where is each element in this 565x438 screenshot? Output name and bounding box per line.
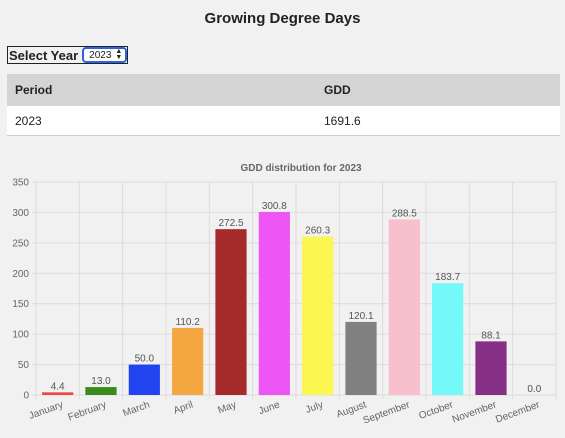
header-gdd: GDD — [316, 74, 560, 106]
bar-january — [42, 392, 74, 395]
cell-gdd: 1691.6 — [316, 106, 560, 136]
year-selector: Select Year 2023 ▲ ▼ — [7, 46, 129, 64]
y-tick-label: 250 — [12, 238, 29, 249]
year-select-label: Select Year — [9, 47, 79, 63]
y-tick-label: 0 — [23, 391, 29, 402]
data-label: 288.5 — [392, 208, 417, 219]
y-tick-label: 150 — [12, 299, 29, 310]
data-label: 272.5 — [218, 218, 243, 229]
y-tick-label: 350 — [12, 178, 29, 189]
y-tick-label: 100 — [12, 330, 29, 341]
year-select-value: 2023 — [89, 49, 112, 61]
data-label: 260.3 — [305, 226, 330, 237]
data-label: 300.8 — [262, 201, 287, 212]
table-row: 2023 1691.6 — [7, 106, 560, 136]
table-header-row: Period GDD — [7, 74, 560, 106]
x-tick-label: June — [257, 399, 282, 417]
y-tick-label: 200 — [12, 269, 29, 280]
header-period: Period — [7, 74, 316, 106]
bar-november — [475, 341, 507, 395]
data-label: 110.2 — [176, 317, 201, 328]
bar-may — [215, 229, 247, 395]
bar-october — [432, 283, 464, 395]
gdd-bar-chart: GDD distribution for 2023 0 50 100 150 200 250… — [12, 163, 557, 427]
x-tick-label: December — [494, 399, 542, 425]
bar-june — [258, 211, 290, 395]
data-label: 13.0 — [91, 376, 111, 387]
bar-september — [388, 219, 420, 395]
cell-period: 2023 — [7, 106, 316, 136]
x-tick-label: January — [27, 399, 64, 422]
bar-march — [128, 364, 160, 395]
x-tick-label: February — [67, 399, 108, 423]
x-tick-label: July — [304, 399, 324, 415]
data-label: 0.0 — [527, 384, 541, 395]
x-tick-label: May — [216, 399, 238, 416]
data-label: 183.7 — [435, 272, 460, 283]
page-title: Growing Degree Days — [204, 10, 361, 27]
x-tick-label: April — [172, 399, 195, 416]
chart-title: GDD distribution for 2023 — [240, 163, 362, 174]
x-tick-label: September — [362, 399, 412, 426]
gdd-table: Period GDD 2023 1691.6 — [7, 74, 560, 136]
y-tick-label: 300 — [12, 208, 29, 219]
x-tick-label: November — [451, 399, 499, 425]
y-tick-label: 50 — [18, 360, 30, 371]
bar-april — [172, 327, 204, 395]
data-label: 88.1 — [481, 330, 501, 341]
year-select[interactable]: 2023 ▲ ▼ — [82, 47, 128, 63]
x-tick-label: October — [417, 399, 455, 422]
bar-february — [85, 387, 117, 395]
data-label: 50.0 — [135, 354, 155, 365]
x-tick-label: March — [121, 399, 151, 419]
data-label: 4.4 — [51, 381, 65, 392]
data-label: 120.1 — [348, 311, 373, 322]
select-arrows-icon: ▲ ▼ — [115, 48, 123, 61]
bar-august — [345, 321, 377, 395]
bar-july — [302, 236, 334, 395]
